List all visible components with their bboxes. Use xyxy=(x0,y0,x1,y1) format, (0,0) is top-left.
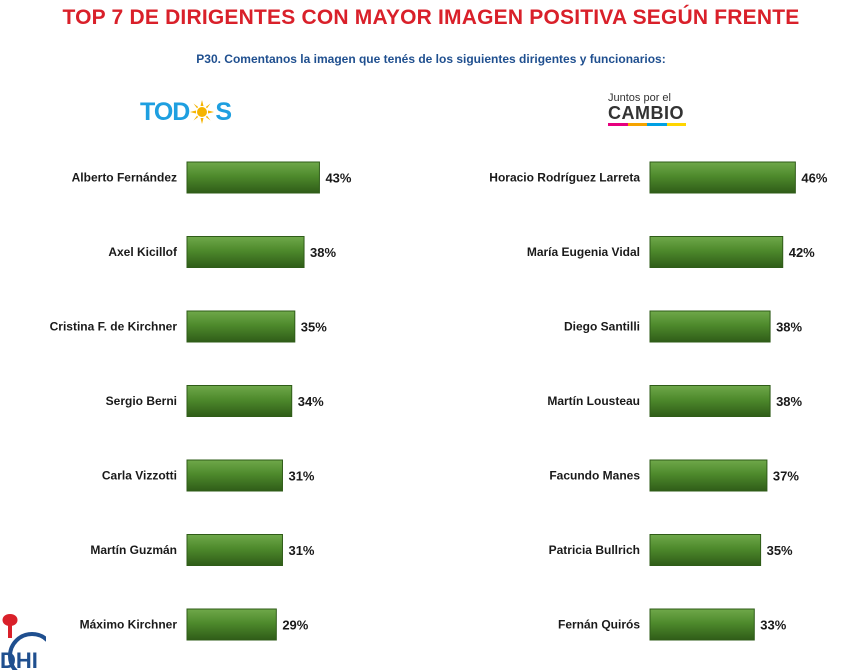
value-label: 38% xyxy=(310,245,336,260)
category-label: Facundo Manes xyxy=(549,469,640,483)
chart-subtitle: P30. Comentanos la imagen que tenés de l… xyxy=(196,52,666,66)
category-label: Máximo Kirchner xyxy=(80,618,178,632)
category-label: María Eugenia Vidal xyxy=(527,245,640,259)
todos-logo: TOD S xyxy=(140,96,232,128)
value-label: 38% xyxy=(776,394,802,409)
bar-jxc-4 xyxy=(649,385,771,417)
value-label: 35% xyxy=(767,543,793,558)
bar-todos-7 xyxy=(186,608,277,641)
bar-todos-5 xyxy=(186,459,283,492)
value-label: 38% xyxy=(776,320,802,335)
bar-todos-3 xyxy=(186,310,296,343)
dhi-logo-text: DHI xyxy=(0,648,38,670)
value-label: 35% xyxy=(301,320,327,335)
todos-logo-text-b: S xyxy=(215,97,232,126)
category-label: Diego Santilli xyxy=(564,320,640,334)
category-label: Axel Kicillof xyxy=(108,245,178,259)
bar-todos-6 xyxy=(186,534,283,566)
value-label: 31% xyxy=(288,469,314,484)
dhi-logo: DHI xyxy=(0,614,46,670)
category-label: Alberto Fernández xyxy=(72,171,177,185)
category-label: Cristina F. de Kirchner xyxy=(50,320,178,334)
bar-todos-1 xyxy=(186,161,320,194)
chart-juntos-por-el-cambio: Horacio Rodríguez Larreta 46% María Eugeni… xyxy=(489,161,828,641)
todos-logo-text-a: TOD xyxy=(140,97,190,126)
value-label: 42% xyxy=(789,245,815,260)
juntos-por-el-cambio-logo: Juntos por el CAMBIO xyxy=(608,92,698,126)
jxc-logo-big: CAMBIO xyxy=(608,103,684,123)
value-label: 37% xyxy=(773,469,799,484)
bar-jxc-7 xyxy=(649,608,755,641)
bar-todos-2 xyxy=(186,236,305,268)
value-label: 46% xyxy=(801,171,827,186)
bar-jxc-6 xyxy=(649,534,762,566)
value-label: 34% xyxy=(298,394,324,409)
bar-chart: Alberto Fernández 43% Axel Kicillof 38% Cris… xyxy=(50,161,828,641)
value-label: 33% xyxy=(760,618,786,633)
jxc-logo-stripe xyxy=(608,123,686,126)
category-label: Carla Vizzotti xyxy=(102,469,177,483)
bar-todos-4 xyxy=(186,385,293,417)
bar-jxc-5 xyxy=(649,459,768,492)
category-label: Sergio Berni xyxy=(106,394,177,408)
category-label: Horacio Rodríguez Larreta xyxy=(489,171,640,185)
value-label: 43% xyxy=(325,171,351,186)
bar-jxc-2 xyxy=(649,236,784,268)
bar-jxc-3 xyxy=(649,310,771,343)
category-label: Fernán Quirós xyxy=(558,618,640,632)
value-label: 29% xyxy=(282,618,308,633)
category-label: Patricia Bullrich xyxy=(549,543,640,557)
category-label: Martín Guzmán xyxy=(90,543,177,557)
jxc-logo-small: Juntos por el xyxy=(608,92,671,104)
category-label: Martín Lousteau xyxy=(547,394,640,408)
sun-icon xyxy=(190,100,215,124)
value-label: 31% xyxy=(288,543,314,558)
bar-jxc-1 xyxy=(649,161,796,194)
page-title: TOP 7 DE DIRIGENTES CON MAYOR IMAGEN POS… xyxy=(62,6,800,29)
chart-todos: Alberto Fernández 43% Axel Kicillof 38% Cris… xyxy=(50,161,352,641)
